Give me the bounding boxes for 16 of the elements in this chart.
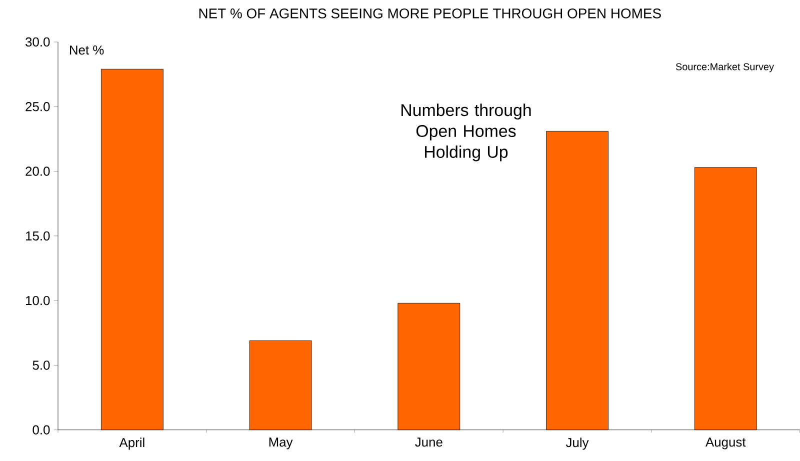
x-tick-label: July [566,438,589,450]
y-tick-label: 25.0 [26,102,50,112]
y-tick-label: 10.0 [26,296,50,306]
x-tick-label: April [119,438,144,450]
y-tick-label: 0.0 [32,425,50,435]
x-tick-label: May [269,438,293,450]
y-axis-title: Net % [70,46,104,55]
y-tick-label: 20.0 [26,166,50,176]
y-tick-label: 5.0 [32,360,50,370]
y-tick-label: 15.0 [26,231,50,241]
x-tick-label: August [705,438,746,450]
x-tick-label: June [415,438,442,447]
y-tick-label: 30.0 [26,37,50,47]
annotation: Numbers through Open Homes Holding Up [402,104,531,162]
annotation: Source:Market Survey [676,63,774,72]
chart-title: NET % OF AGENTS SEEING MORE PEOPLE THROUGH OPEN HOMES [199,8,661,18]
